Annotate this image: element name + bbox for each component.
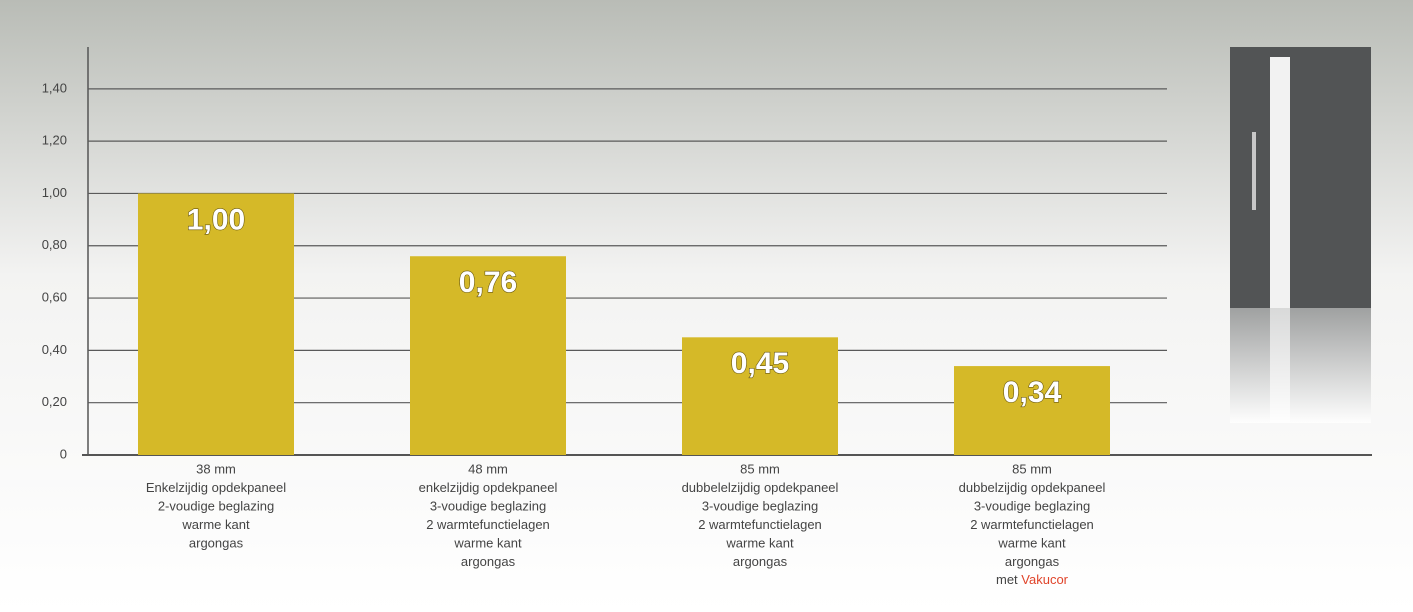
- y-tick-label: 0,80: [42, 237, 67, 252]
- value-label: 0,34: [1003, 376, 1062, 409]
- y-tick-label: 1,40: [42, 80, 67, 95]
- y-tick-label: 0,60: [42, 290, 67, 305]
- value-label: 0,76: [459, 266, 517, 299]
- x-tick-label: 3-voudige beglazing: [430, 498, 546, 513]
- x-tick-label: dubbelelzijdig opdekpaneel: [682, 480, 839, 495]
- x-tick-label: enkelzijdig opdekpaneel: [419, 480, 558, 495]
- x-tick-label: dubbelzijdig opdekpaneel: [959, 480, 1106, 495]
- value-label: 1,00: [187, 203, 245, 236]
- bar: [682, 337, 838, 455]
- x-tick-label: warme kant: [997, 535, 1066, 550]
- x-tick-label: 85 mm: [1012, 461, 1052, 476]
- x-tick-label-part: met: [996, 572, 1018, 587]
- bar: [954, 366, 1110, 455]
- door-illustration: [1230, 47, 1371, 423]
- value-label: 0,45: [731, 347, 789, 380]
- x-tick-label: argongas: [461, 554, 516, 569]
- x-tick-label: 2 warmtefunctielagen: [970, 517, 1094, 532]
- y-tick-label: 0: [60, 446, 67, 461]
- x-tick-label: argongas: [1005, 554, 1060, 569]
- x-tick-label: argongas: [733, 554, 788, 569]
- x-tick-label: warme kant: [725, 535, 794, 550]
- x-tick-label: warme kant: [453, 535, 522, 550]
- x-tick-label: 2 warmtefunctielagen: [426, 517, 550, 532]
- x-tick-label: 85 mm: [740, 461, 780, 476]
- x-tick-label: 48 mm: [468, 461, 508, 476]
- x-tick-label: 2-voudige beglazing: [158, 498, 274, 513]
- x-tick-label: 3-voudige beglazing: [702, 498, 818, 513]
- x-tick-label: 2 warmtefunctielagen: [698, 517, 822, 532]
- y-tick-label: 1,00: [42, 185, 67, 200]
- bar: [138, 193, 294, 455]
- bar: [410, 256, 566, 455]
- x-tick-label: argongas: [189, 535, 244, 550]
- x-tick-label: 38 mm: [196, 461, 236, 476]
- x-tick-label: met Vakucor: [996, 572, 1069, 587]
- y-tick-label: 1,20: [42, 133, 67, 148]
- x-tick-label: warme kant: [181, 517, 250, 532]
- y-tick-label: 0,40: [42, 342, 67, 357]
- x-tick-label: Enkelzijdig opdekpaneel: [146, 480, 286, 495]
- x-tick-label-part: Vakucor: [1021, 572, 1068, 587]
- y-tick-label: 0,20: [42, 394, 67, 409]
- x-tick-label: 3-voudige beglazing: [974, 498, 1090, 513]
